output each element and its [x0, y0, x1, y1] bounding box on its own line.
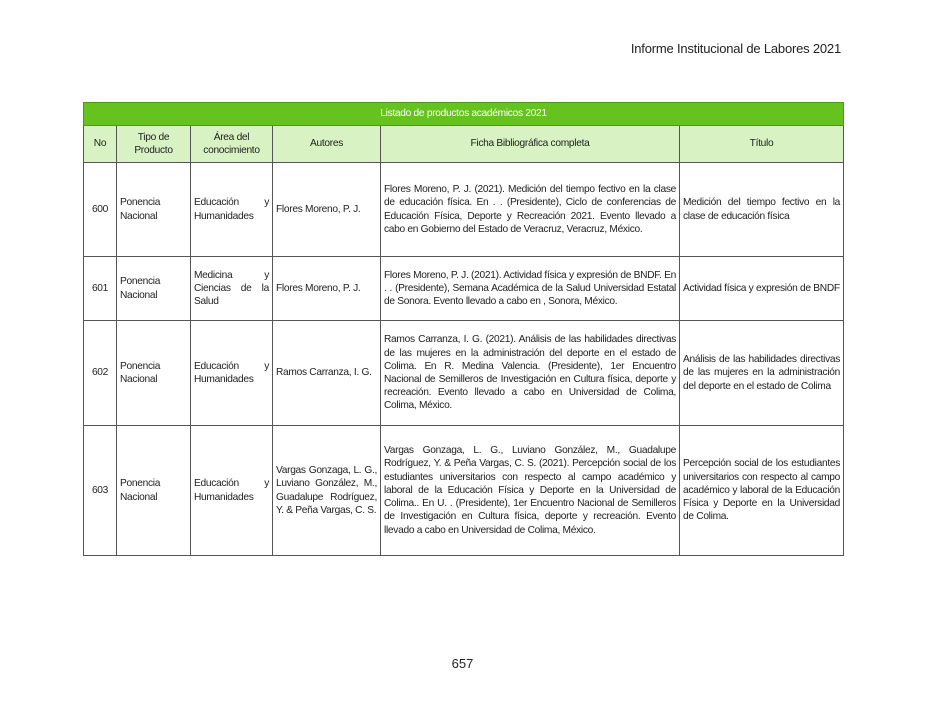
cell-titulo: Percepción social de los estudiantes uni…	[678, 425, 845, 556]
table-header-row: No Tipo de Producto Área del conocimient…	[83, 125, 845, 163]
column-header-tipo: Tipo de Producto	[116, 125, 191, 163]
academic-products-table: Listado de productos académicos 2021 No …	[82, 102, 845, 556]
cell-ficha: Vargas Gonzaga, L. G., Luviano González,…	[380, 425, 680, 556]
table-row: 600 Ponencia Nacional Educación y Humanida…	[83, 162, 845, 257]
cell-no: 603	[83, 425, 117, 556]
column-header-area: Área del conocimiento	[190, 125, 273, 163]
cell-autores: Flores Moreno, P. J.	[272, 162, 381, 257]
cell-autores: Ramos Carranza, I. G.	[272, 320, 381, 426]
cell-no: 601	[83, 256, 117, 321]
cell-tipo: Ponencia Nacional	[116, 256, 191, 321]
cell-ficha: Flores Moreno, P. J. (2021). Medición de…	[380, 162, 680, 257]
column-header-ficha: Ficha Bibliográfica completa	[380, 125, 680, 163]
cell-autores: Vargas Gonzaga, L. G., Luviano González,…	[272, 425, 381, 556]
column-header-autores: Autores	[272, 125, 381, 163]
cell-titulo: Análisis de las habilidades directivas d…	[678, 320, 845, 426]
table-row: 602 Ponencia Nacional Educación y Humanida…	[83, 320, 845, 426]
column-header-no: No	[83, 125, 117, 163]
cell-autores: Flores Moreno, P. J.	[272, 256, 381, 321]
cell-area: Medicina y Ciencias de la Salud	[190, 256, 273, 321]
cell-ficha: Ramos Carranza, I. G. (2021). Análisis d…	[380, 320, 680, 426]
cell-no: 602	[83, 320, 117, 426]
page-number: 657	[451, 656, 474, 671]
cell-area: Educación y Humanidades	[190, 425, 273, 556]
cell-tipo: Ponencia Nacional	[116, 320, 191, 426]
cell-no: 600	[83, 162, 117, 257]
table-title: Listado de productos académicos 2021	[82, 102, 845, 126]
cell-ficha: Flores Moreno, P. J. (2021). Actividad f…	[380, 256, 680, 321]
table-row: 603 Ponencia Nacional Educación y Humanida…	[83, 425, 845, 556]
cell-area: Educación y Humanidades	[190, 320, 273, 426]
cell-tipo: Ponencia Nacional	[116, 425, 191, 556]
column-header-titulo: Título	[678, 125, 845, 163]
cell-titulo: Actividad física y expresión de BNDF	[678, 256, 845, 321]
table-title-row: Listado de productos académicos 2021	[82, 102, 845, 126]
table-row: 601 Ponencia Nacional Medicina y Ciencias …	[83, 256, 845, 321]
cell-tipo: Ponencia Nacional	[116, 162, 191, 257]
cell-area: Educación y Humanidades	[190, 162, 273, 257]
running-header: Informe Institucional de Labores 2021	[630, 41, 841, 56]
cell-titulo: Medición del tiempo fectivo en la clase …	[678, 162, 845, 257]
